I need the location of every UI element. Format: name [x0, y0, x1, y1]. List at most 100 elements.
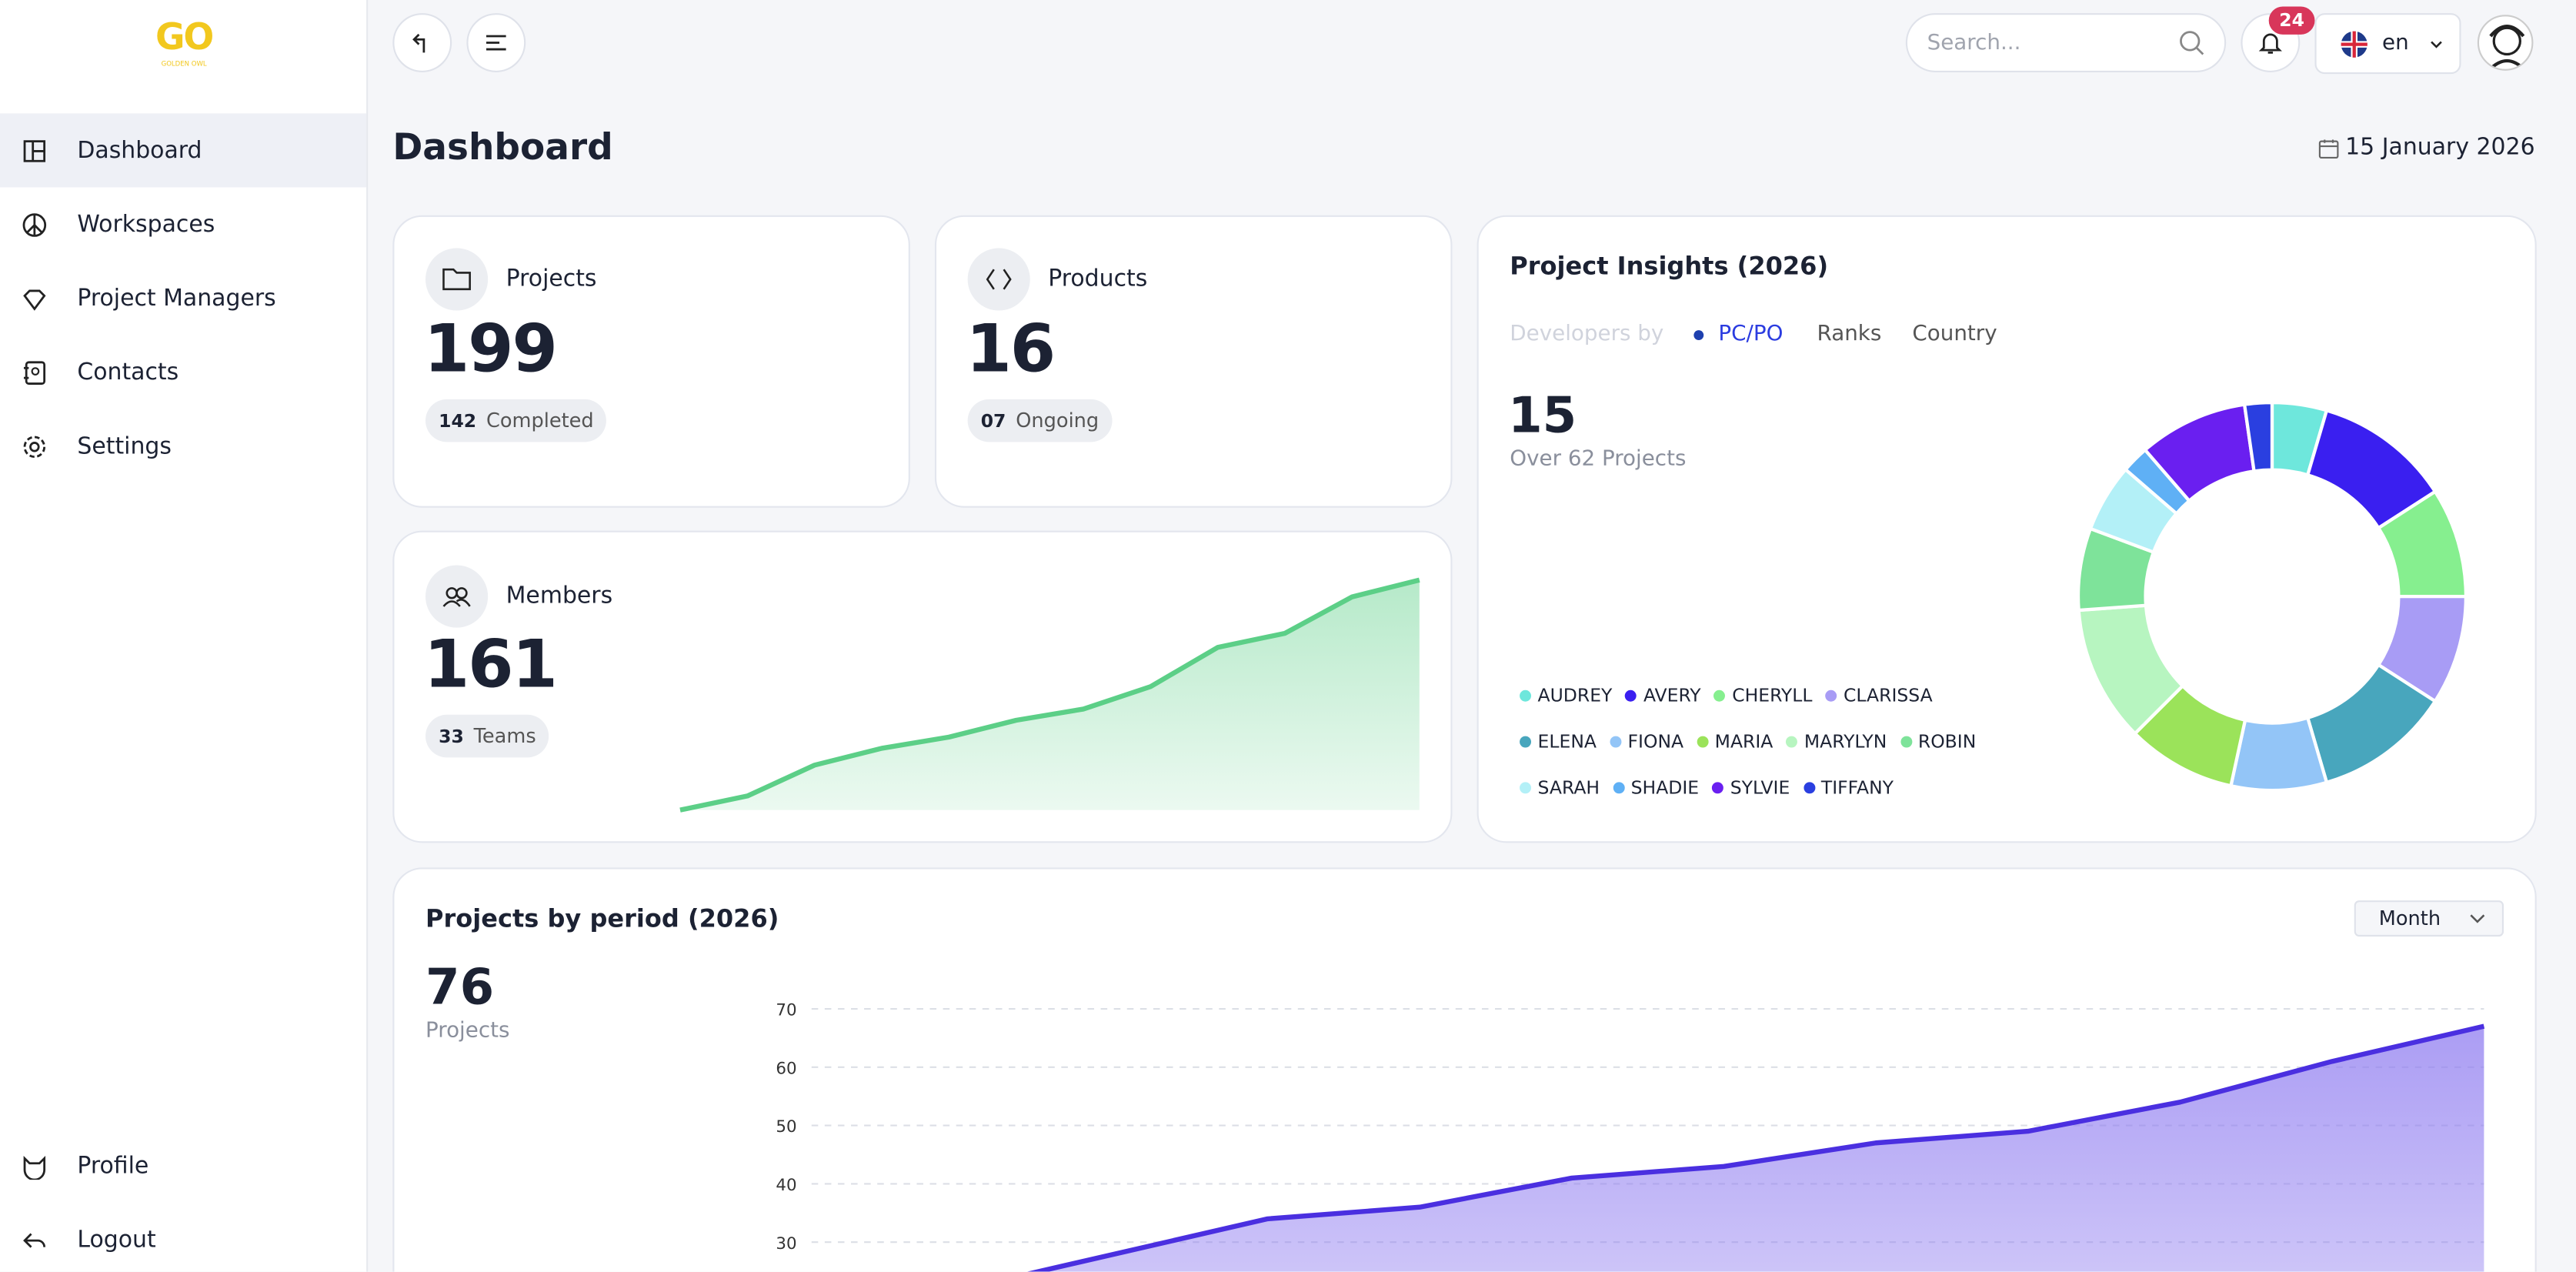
legend-item[interactable]: SARAH: [1520, 777, 1600, 799]
code-icon: [986, 269, 1012, 290]
search-placeholder: Search...: [1927, 30, 2021, 55]
icon: [23, 360, 46, 384]
badge-label: Teams: [473, 724, 536, 748]
legend-swatch: [1712, 782, 1724, 794]
badge-label: Completed: [486, 409, 594, 432]
legend-swatch: [1610, 736, 1622, 748]
legend-label: SHADIE: [1630, 776, 1700, 799]
legend-item[interactable]: TIFFANY: [1803, 777, 1894, 799]
legend-swatch: [1520, 736, 1532, 748]
nav-item[interactable]: Settings: [0, 409, 366, 483]
logo[interactable]: GO GOLDEN OWL: [151, 19, 216, 68]
nav-item[interactable]: Dashboard: [0, 113, 367, 188]
legend-swatch: [1825, 689, 1837, 702]
nav-item[interactable]: Project Managers: [0, 261, 366, 335]
menu-button[interactable]: [466, 13, 526, 72]
card-badge: 142 Completed: [425, 399, 607, 442]
legend-swatch: [1613, 782, 1625, 794]
nav-label: Workspaces: [77, 211, 215, 238]
icon: [23, 289, 46, 310]
filter-label: Developers by: [1510, 322, 1664, 347]
language-label: en: [2382, 31, 2409, 56]
legend-item[interactable]: FIONA: [1610, 731, 1683, 753]
legend-item[interactable]: MARIA: [1697, 731, 1773, 753]
card-label: Members: [506, 583, 613, 610]
card-badge: 33 Teams: [425, 714, 549, 758]
chevron: [2431, 40, 2443, 48]
avatar[interactable]: [2477, 15, 2534, 71]
legend-item[interactable]: SYLVIE: [1712, 777, 1790, 799]
nav-label: Profile: [77, 1152, 149, 1180]
members-card: Members 161 33 Teams: [392, 530, 1453, 843]
legend-label: CHERYLL: [1732, 685, 1813, 707]
legend-label: SARAH: [1537, 776, 1600, 799]
legend-swatch: [1713, 689, 1726, 702]
period-card: Projects by period (2026) Month 76 Proje…: [392, 867, 2537, 1272]
search-box[interactable]: Search...: [1905, 13, 2227, 72]
nav-label: Settings: [77, 432, 172, 459]
legend-label: CLARISSA: [1844, 685, 1933, 707]
tab[interactable]: Ranks: [1817, 322, 1882, 347]
card-label: Projects: [506, 265, 597, 293]
search-icon: [2180, 31, 2204, 55]
icon-circle: [967, 248, 1030, 311]
nav-item[interactable]: Profile: [0, 1129, 366, 1203]
insight-value: 15: [1508, 387, 1577, 446]
date: 15 January 2026: [2317, 135, 2535, 161]
legend-item[interactable]: ROBIN: [1900, 731, 1976, 753]
card-badge: 07 Ongoing: [967, 399, 1113, 442]
page-title: Dashboard: [392, 128, 613, 169]
icon: [23, 435, 46, 457]
badge-value: 33: [439, 725, 464, 747]
nav-label: Contacts: [77, 359, 179, 386]
legend-item[interactable]: ELENA: [1520, 731, 1597, 753]
legend-item[interactable]: CHERYLL: [1713, 685, 1813, 707]
language-select[interactable]: en: [2314, 13, 2461, 75]
icon-circle: [425, 248, 489, 311]
date-text: 15 January 2026: [2345, 135, 2535, 162]
legend-label: SYLVIE: [1730, 776, 1790, 799]
legend-swatch: [1625, 689, 1637, 702]
icon: [22, 212, 47, 236]
projects-card: Projects 199 142 Completed: [392, 215, 910, 508]
badge-label: Ongoing: [1016, 409, 1099, 432]
legend-swatch: [1900, 736, 1912, 748]
products-card: Products 16 07 Ongoing: [934, 215, 1453, 508]
period-select[interactable]: Month: [2354, 900, 2504, 937]
icon: [23, 139, 46, 162]
nav-item[interactable]: Workspaces: [0, 187, 366, 261]
legend-label: MARYLYN: [1804, 731, 1887, 753]
nav-label: Project Managers: [77, 285, 276, 312]
tab-dot: [1693, 329, 1704, 339]
tab[interactable]: Country: [1912, 322, 1997, 347]
icon: [23, 1232, 46, 1247]
avatar-image: [2488, 25, 2526, 69]
sidebar: GO GOLDEN OWL Dashboard Workspaces Proje…: [0, 0, 369, 1272]
legend-item[interactable]: SHADIE: [1613, 777, 1699, 799]
badge-value: 142: [439, 409, 477, 432]
tab-active[interactable]: PC/PO: [1693, 322, 1783, 347]
legend-item[interactable]: CLARISSA: [1825, 685, 1933, 707]
icon: [23, 1154, 46, 1180]
badge-value: 07: [980, 409, 1006, 432]
legend-item[interactable]: MARYLYN: [1786, 731, 1887, 753]
users-icon: [442, 587, 471, 607]
legend-swatch: [1786, 736, 1798, 748]
legend-swatch: [1803, 782, 1815, 794]
legend-label: FIONA: [1627, 731, 1684, 753]
insights-card: Project Insights (2026) Developers by PC…: [1477, 215, 2537, 843]
legend-label: ELENA: [1537, 731, 1597, 753]
nav-item[interactable]: Contacts: [0, 336, 366, 409]
nav-label: Logout: [77, 1226, 156, 1254]
nav-item[interactable]: Logout: [0, 1203, 366, 1272]
legend-item[interactable]: AVERY: [1625, 685, 1701, 707]
card-title: Projects by period (2026): [425, 903, 779, 933]
card-label: Products: [1048, 265, 1148, 293]
back-button[interactable]: [392, 13, 452, 72]
legend-item[interactable]: AUDREY: [1520, 685, 1612, 706]
icon: [2258, 33, 2282, 54]
legend-label: AVERY: [1643, 685, 1701, 707]
card-title: Project Insights (2026): [1510, 251, 1829, 282]
